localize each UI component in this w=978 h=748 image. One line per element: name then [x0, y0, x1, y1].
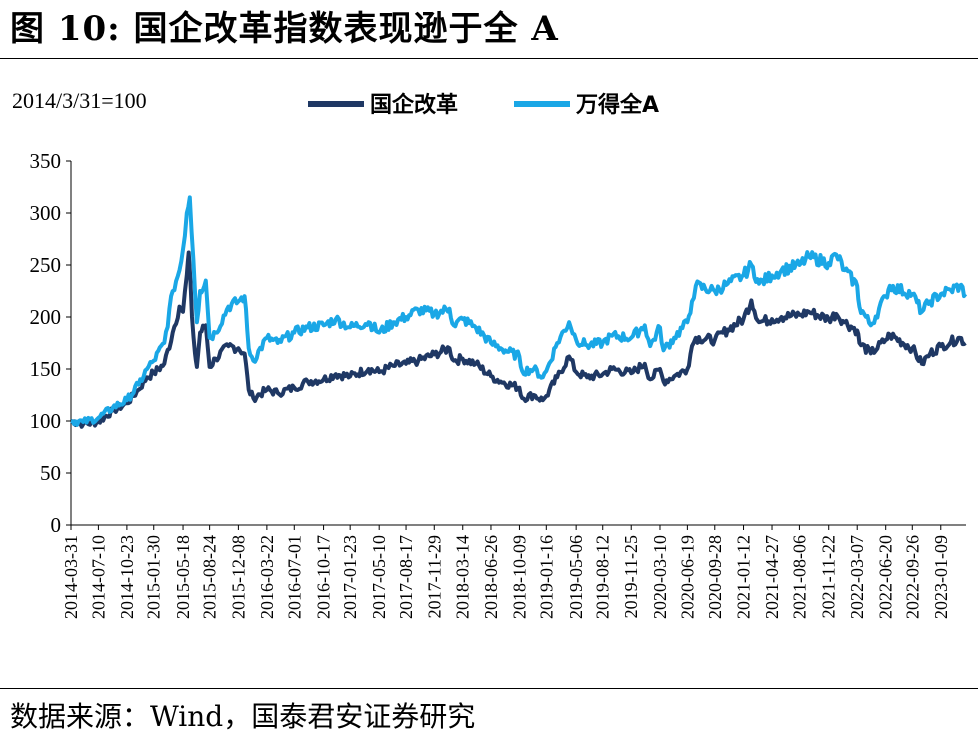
x-tick-label: 2015-05-18 [173, 535, 193, 619]
x-tick-label: 2017-11-29 [424, 535, 444, 618]
x-tick-label: 2022-09-26 [902, 535, 922, 619]
source-divider [0, 688, 978, 689]
title-divider [0, 58, 978, 59]
x-tick-label: 2017-01-23 [340, 535, 360, 619]
y-tick-label: 0 [51, 513, 62, 537]
y-tick-label: 50 [40, 461, 61, 485]
x-tick-label: 2019-08-12 [593, 535, 613, 619]
y-tick-label: 250 [30, 253, 62, 277]
x-tick-label: 2019-11-25 [621, 535, 641, 618]
x-tick-label: 2017-05-10 [369, 535, 389, 619]
x-tick-label: 2020-06-19 [677, 535, 697, 619]
x-tick-label: 2023-01-09 [931, 535, 951, 619]
series-line-2 [70, 195, 968, 427]
x-tick-label: 2016-03-22 [257, 535, 277, 619]
x-tick-label: 2014-07-10 [88, 535, 108, 619]
x-tick-label: 2022-06-20 [876, 535, 896, 619]
axes: 0 50 100 150 200 250 300 350 2014-03-31 2014-07-1… [30, 149, 966, 619]
y-tick-label: 200 [30, 305, 62, 329]
x-tick-label: 2015-01-30 [144, 535, 164, 619]
legend-label-1: 国企改革 [370, 92, 458, 118]
x-tick-label: 2020-09-28 [705, 535, 725, 619]
y-tick-label: 300 [30, 201, 62, 225]
y-tick-label: 100 [30, 409, 62, 433]
x-tick-label: 2014-10-23 [117, 535, 137, 619]
line-chart: 2014/3/31=100 国企改革 万得全A 0 50 100 150 200 250 30… [12, 88, 968, 619]
x-tick-label: 2015-08-24 [200, 535, 220, 619]
x-tick-label: 2021-01-12 [734, 535, 754, 619]
x-tick-label: 2019-05-06 [566, 535, 586, 619]
x-tick-label: 2021-08-06 [789, 535, 809, 619]
x-tick-label: 2014-03-31 [61, 535, 81, 619]
x-tick-label: 2018-06-26 [481, 535, 501, 619]
x-tick-label: 2018-10-09 [509, 535, 529, 619]
x-tick-label: 2020-03-10 [650, 535, 670, 619]
legend: 国企改革 万得全A [308, 92, 659, 118]
base-note: 2014/3/31=100 [12, 88, 147, 113]
chart-title: 图 10: 国企改革指数表现逊于全 A [10, 9, 559, 49]
series-line-1 [70, 250, 967, 429]
x-tick-label: 2021-11-22 [819, 535, 839, 618]
x-tick-label: 2018-03-14 [453, 535, 473, 619]
x-tick-label: 2016-10-17 [314, 535, 334, 619]
x-tick-label: 2015-12-08 [228, 535, 248, 619]
x-tick-label: 2019-01-16 [536, 535, 556, 619]
source-note: 数据来源：Wind，国泰君安证券研究 [10, 700, 476, 733]
x-tick-label: 2017-08-17 [396, 535, 416, 619]
x-tick-label: 2021-04-27 [762, 535, 782, 619]
series-lines [70, 195, 968, 429]
x-tick-label: 2016-07-01 [284, 535, 304, 619]
x-tick-label: 2022-03-07 [847, 535, 867, 619]
y-tick-label: 350 [30, 149, 62, 173]
y-tick-label: 150 [30, 357, 62, 381]
legend-label-2: 万得全A [575, 92, 659, 118]
